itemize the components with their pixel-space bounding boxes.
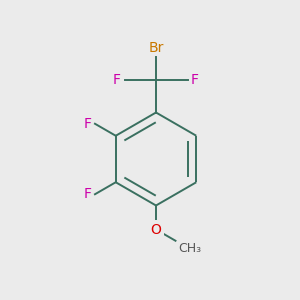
Text: CH₃: CH₃ <box>178 242 201 255</box>
Text: Br: Br <box>148 41 164 55</box>
Text: F: F <box>83 117 91 131</box>
Text: O: O <box>151 223 161 236</box>
Text: F: F <box>191 73 199 86</box>
Text: F: F <box>113 73 121 86</box>
Text: F: F <box>83 187 91 201</box>
